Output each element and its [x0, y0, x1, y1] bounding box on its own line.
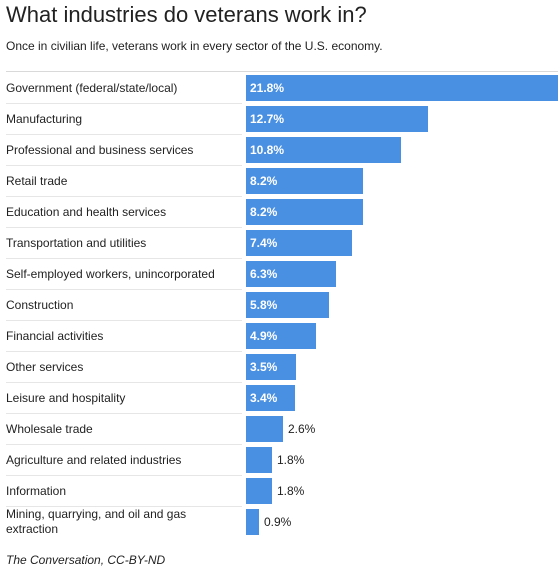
value-label: 8.2% [250, 173, 278, 188]
bar [246, 416, 283, 442]
row-divider [6, 227, 242, 228]
value-label: 21.8% [250, 80, 285, 95]
value-label: 3.5% [250, 359, 278, 374]
bar-row: Wholesale trade 2.6% [0, 414, 558, 445]
bar-row: Information 1.8% [0, 476, 558, 507]
category-label: Leisure and hospitality [6, 390, 126, 405]
bar [246, 230, 352, 256]
bar [246, 323, 316, 349]
value-label: 12.7% [250, 111, 285, 126]
bar-row: Manufacturing 12.7% [0, 104, 558, 135]
bar-row: Mining, quarrying, and oil and gas extra… [0, 507, 558, 538]
bar-row: Leisure and hospitality 3.4% [0, 383, 558, 414]
category-label: Construction [6, 297, 74, 312]
category-label: Financial activities [6, 328, 104, 343]
category-label: Agriculture and related industries [6, 452, 182, 467]
row-divider [6, 134, 242, 135]
category-label: Information [6, 483, 67, 498]
bar-row: Education and health services 8.2% [0, 197, 558, 228]
category-label: Government (federal/state/local) [6, 80, 178, 95]
bar [246, 385, 295, 411]
category-label: Mining, quarrying, and oil and gas extra… [6, 507, 187, 536]
bar [246, 75, 558, 101]
bar-row: Other services 3.5% [0, 352, 558, 383]
value-label: 8.2% [250, 204, 278, 219]
category-label: Education and health services [6, 204, 167, 219]
bar [246, 509, 259, 535]
category-label: Manufacturing [6, 111, 83, 126]
bar [246, 292, 329, 318]
row-divider [6, 413, 242, 414]
bar-row: Agriculture and related industries 1.8% [0, 445, 558, 476]
chart-title: What industries do veterans work in? [6, 2, 367, 27]
value-label: 6.3% [250, 266, 278, 281]
bar [246, 199, 363, 225]
bar [246, 478, 272, 504]
chart-subtitle: Once in civilian life, veterans work in … [6, 39, 383, 53]
bar [246, 447, 272, 473]
row-divider [6, 444, 242, 445]
row-divider [6, 320, 242, 321]
category-label: Wholesale trade [6, 421, 93, 436]
bar [246, 106, 428, 132]
bar-row: Transportation and utilities 7.4% [0, 228, 558, 259]
value-label: 10.8% [250, 142, 285, 157]
row-divider [6, 165, 242, 166]
row-divider [6, 289, 242, 290]
value-label: 2.6% [288, 421, 316, 436]
bar-row: Professional and business services 10.8% [0, 135, 558, 166]
category-label: Other services [6, 359, 84, 374]
value-label: 1.8% [277, 452, 305, 467]
value-label: 7.4% [250, 235, 278, 250]
header-divider [6, 71, 558, 72]
value-label: 1.8% [277, 483, 305, 498]
row-divider [6, 103, 242, 104]
bar [246, 261, 336, 287]
row-divider [6, 196, 242, 197]
row-divider [6, 382, 242, 383]
value-label: 5.8% [250, 297, 278, 312]
value-label: 3.4% [250, 390, 278, 405]
row-divider [6, 351, 242, 352]
row-divider [6, 475, 242, 476]
category-label: Self-employed workers, unincorporated [6, 266, 215, 281]
value-label: 4.9% [250, 328, 278, 343]
bar-row: Financial activities 4.9% [0, 321, 558, 352]
bar-row: Government (federal/state/local) 21.8% [0, 73, 558, 104]
bar-row: Construction 5.8% [0, 290, 558, 321]
row-divider [6, 258, 242, 259]
category-label: Professional and business services [6, 142, 194, 157]
bar [246, 137, 401, 163]
row-divider [6, 506, 242, 507]
bar-row: Self-employed workers, unincorporated 6.3… [0, 259, 558, 290]
source-credit: The Conversation, CC-BY-ND [6, 553, 166, 567]
value-label: 0.9% [264, 514, 292, 529]
bar [246, 168, 363, 194]
category-label: Retail trade [6, 173, 68, 188]
category-label: Transportation and utilities [6, 235, 147, 250]
bar-row: Retail trade 8.2% [0, 166, 558, 197]
bar [246, 354, 296, 380]
